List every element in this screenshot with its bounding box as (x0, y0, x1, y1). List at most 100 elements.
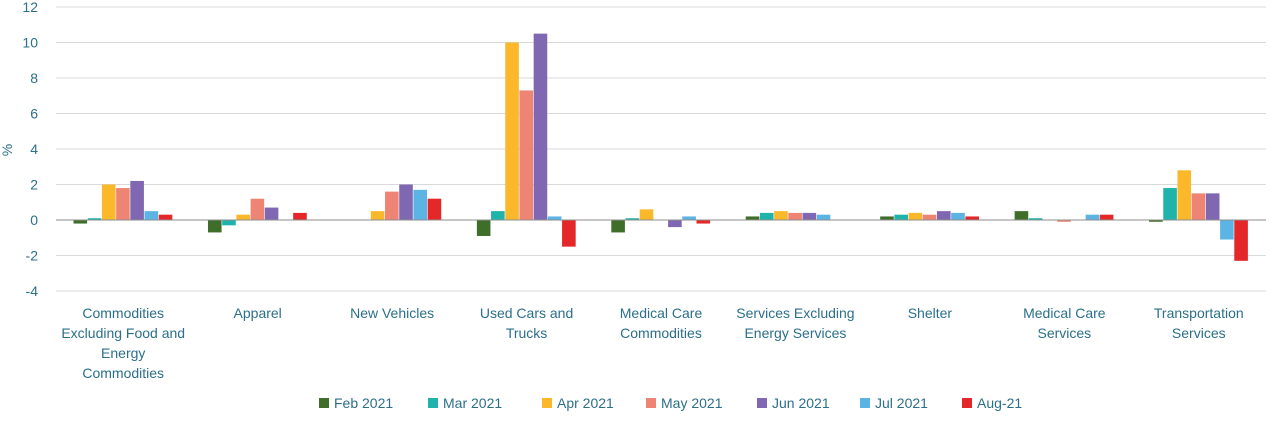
y-tick-label: 0 (30, 212, 38, 228)
legend-swatch (542, 398, 552, 408)
bar (802, 212, 817, 220)
bar (1099, 214, 1114, 220)
axes: -4 -2 0 2 4 6 8 10 12% Commodities Excluding Food … (0, 0, 1266, 381)
legend-swatch (319, 398, 329, 408)
y-tick-label: 2 (30, 177, 38, 193)
bar (774, 211, 788, 221)
bar (668, 220, 682, 228)
bar (87, 218, 102, 220)
legend-label: Jul 2021 (875, 395, 928, 411)
x-category-label: Shelter (908, 305, 953, 321)
legend-label: Apr 2021 (557, 395, 614, 411)
x-category-label: Commodities (82, 365, 164, 381)
bar (936, 211, 951, 221)
legend-swatch (860, 398, 870, 408)
legend-swatch (646, 398, 656, 408)
x-category-label: Commodities (82, 305, 164, 321)
legend: Feb 2021 Mar 2021 Apr 2021 May 2021 Jun 2021… (319, 395, 1022, 411)
bar (1028, 218, 1043, 220)
bar (264, 207, 279, 220)
bar (533, 33, 548, 221)
bar (1163, 188, 1177, 220)
legend-label: Jun 2021 (772, 395, 830, 411)
bar (908, 212, 923, 220)
bar (625, 218, 640, 220)
bar (476, 220, 491, 236)
x-category-label: Energy (101, 345, 145, 361)
bar (951, 212, 965, 220)
y-tick-label: -4 (26, 283, 39, 299)
bar (611, 220, 625, 233)
bar (547, 216, 562, 220)
gridlines (56, 6, 1266, 292)
legend-swatch (962, 398, 972, 408)
y-tick-label: 12 (22, 0, 38, 15)
bar (399, 184, 413, 220)
x-category-label: Excluding Food and (61, 325, 185, 341)
x-category-label: Trucks (506, 325, 547, 341)
bar (370, 211, 385, 221)
bar (101, 184, 116, 220)
bar (1149, 220, 1163, 222)
x-category-label: Energy Services (744, 325, 846, 341)
bar (816, 214, 831, 220)
bar (965, 216, 979, 220)
bar (293, 212, 307, 220)
bar (413, 189, 428, 220)
bar (491, 211, 505, 221)
x-category-label: Services (1037, 325, 1091, 341)
bar (427, 198, 442, 220)
bar (788, 212, 802, 220)
bar (236, 214, 250, 220)
bar (682, 216, 696, 220)
x-category-label: Services (1172, 325, 1226, 341)
bar (759, 212, 774, 220)
bar (130, 180, 144, 220)
bar (1177, 170, 1192, 220)
x-category-label: New Vehicles (350, 305, 434, 321)
y-tick-label: -2 (26, 248, 39, 264)
y-axis-label: % (0, 144, 15, 156)
legend-label: Mar 2021 (443, 395, 502, 411)
bar (519, 90, 534, 220)
x-category-label: Medical Care (1023, 305, 1106, 321)
bar (116, 188, 130, 220)
bar (880, 216, 894, 220)
bar (1191, 193, 1206, 221)
x-category-label: Transportation (1154, 305, 1244, 321)
legend-label: May 2021 (661, 395, 723, 411)
bar (207, 220, 222, 233)
y-tick-label: 8 (30, 70, 38, 86)
y-tick-label: 10 (22, 35, 38, 51)
bar (922, 214, 937, 220)
bar (1220, 220, 1234, 240)
legend-swatch (757, 398, 767, 408)
x-category-label: Apparel (234, 305, 282, 321)
x-category-label: Medical Care (620, 305, 703, 321)
legend-label: Aug-21 (977, 395, 1022, 411)
bar (222, 220, 236, 226)
bar (144, 211, 159, 221)
bar (1085, 214, 1100, 220)
bars (73, 33, 1248, 261)
bar (1234, 220, 1248, 261)
bar (894, 214, 908, 220)
bar (1205, 193, 1220, 221)
bar (158, 214, 173, 220)
x-category-label: Services Excluding (736, 305, 854, 321)
legend-label: Feb 2021 (334, 395, 393, 411)
y-tick-label: 6 (30, 106, 38, 122)
y-tick-label: 4 (30, 141, 38, 157)
bar (505, 42, 519, 220)
bar (73, 220, 88, 224)
bar (250, 198, 265, 220)
bar (562, 220, 576, 247)
bar (1057, 220, 1071, 222)
bar (745, 216, 760, 220)
x-category-label: Used Cars and (480, 305, 573, 321)
bar (696, 220, 711, 224)
legend-swatch (428, 398, 438, 408)
x-category-label: Commodities (620, 325, 702, 341)
